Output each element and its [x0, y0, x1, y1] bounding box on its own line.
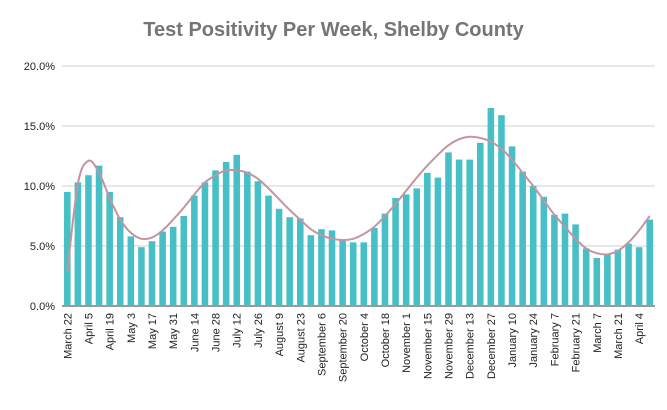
trend-line-series [66, 135, 651, 273]
trend-line [66, 135, 651, 273]
x-tick-label: March 22 [62, 313, 74, 359]
x-tick-label: February 7 [549, 313, 561, 366]
bar [508, 146, 516, 306]
bar [222, 162, 230, 306]
bar [201, 182, 209, 306]
x-tick-label: September 6 [316, 313, 328, 376]
bar [635, 247, 643, 306]
x-tick-label: April 19 [105, 313, 117, 350]
x-tick-label: August 23 [295, 313, 307, 363]
bar [159, 231, 166, 306]
bar [593, 258, 601, 306]
bar [307, 235, 315, 306]
chart-title: Test Positivity Per Week, Shelby County [143, 19, 524, 41]
x-tick-label: October 18 [380, 313, 392, 367]
x-tick-label: September 20 [338, 313, 350, 382]
bar [434, 177, 442, 306]
x-tick-label: January 24 [528, 313, 540, 367]
bar [498, 115, 505, 306]
x-tick-label: December 27 [486, 313, 498, 379]
bar [551, 214, 558, 306]
x-tick-label: October 4 [359, 313, 371, 361]
x-tick-label: March 7 [592, 313, 604, 353]
bar [371, 228, 378, 306]
bar [265, 195, 272, 306]
bar [529, 186, 537, 306]
x-tick-label: November 1 [401, 313, 413, 373]
bar [339, 240, 346, 306]
bar [381, 213, 389, 306]
x-tick-label: November 29 [444, 313, 456, 379]
bar [349, 242, 357, 306]
bar [392, 198, 399, 306]
y-tick-label: 10.0% [24, 181, 55, 193]
bar [169, 226, 177, 306]
bar-series [64, 108, 653, 306]
bar [540, 196, 548, 306]
bar [233, 154, 241, 306]
bar [74, 182, 82, 306]
bar [254, 181, 262, 306]
x-tick-label: July 26 [253, 313, 265, 348]
bar [519, 171, 526, 306]
bar [296, 218, 304, 306]
x-tick-label: June 14 [189, 313, 201, 352]
bar [212, 170, 219, 306]
bar [95, 165, 103, 306]
bar [614, 249, 622, 306]
x-tick-label: November 15 [422, 313, 434, 379]
bar [318, 229, 325, 306]
bar [487, 108, 495, 306]
y-tick-label: 20.0% [24, 61, 55, 73]
bar [116, 217, 124, 306]
bar [582, 248, 590, 306]
bar [413, 188, 421, 306]
y-axis-ticks: 0.0% 5.0% 10.0% 15.0% 20.0% [24, 61, 55, 313]
bar [275, 208, 283, 306]
bar [148, 241, 156, 306]
x-tick-label: May 3 [126, 313, 138, 343]
bar [625, 243, 632, 306]
bar [64, 192, 71, 306]
bar [180, 216, 188, 306]
bar [561, 213, 569, 306]
x-tick-label: February 21 [571, 313, 583, 372]
bar [466, 159, 473, 306]
x-tick-label: July 12 [232, 313, 244, 348]
x-tick-label: January 10 [507, 313, 519, 367]
bar [360, 242, 368, 306]
y-tick-label: 0.0% [30, 301, 55, 313]
bar [604, 254, 611, 306]
bar [402, 194, 410, 306]
x-tick-label: December 13 [465, 313, 477, 379]
x-tick-label: June 28 [211, 313, 223, 352]
bar [646, 219, 653, 306]
x-tick-label: March 21 [613, 313, 625, 359]
x-tick-label: April 4 [634, 313, 646, 344]
bar [138, 247, 145, 306]
bar [476, 142, 484, 306]
y-tick-label: 5.0% [30, 241, 55, 253]
bar [572, 224, 579, 306]
bar [445, 152, 452, 306]
bar [424, 172, 431, 306]
bar [286, 217, 293, 306]
y-tick-label: 15.0% [24, 121, 55, 133]
bar [244, 171, 251, 306]
x-tick-label: April 5 [83, 313, 95, 344]
bar [106, 192, 113, 306]
x-axis-ticks: March 22 April 5 April 19 May 3 May 17 May 31… [62, 313, 646, 382]
bar [127, 236, 135, 306]
bar [328, 230, 336, 306]
bar [455, 159, 463, 306]
x-tick-label: May 17 [147, 313, 159, 349]
x-tick-label: May 31 [168, 313, 180, 349]
bar [191, 195, 198, 306]
x-tick-label: August 9 [274, 313, 286, 356]
bar [85, 175, 92, 306]
